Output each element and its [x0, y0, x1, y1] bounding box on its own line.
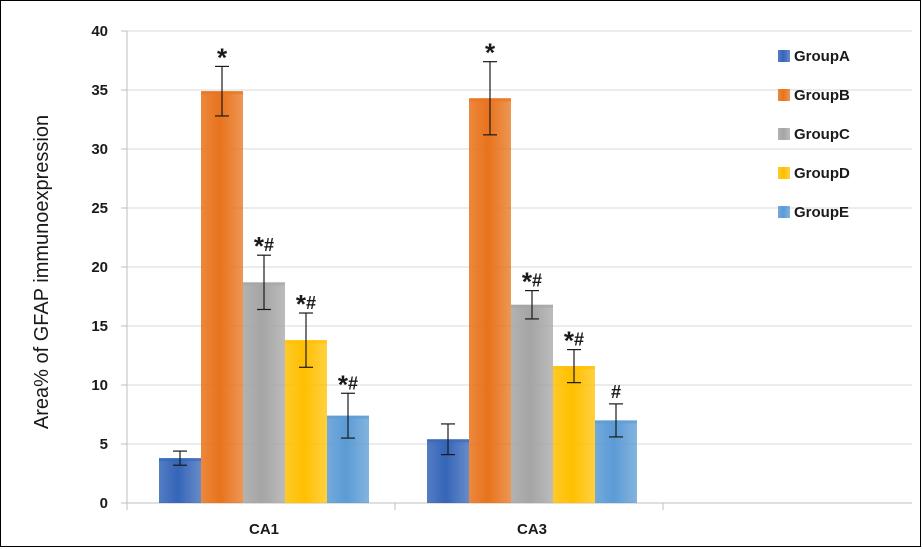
y-tick-labels: 0 5 10 15 20 25 30 35 40 — [91, 23, 108, 512]
bars — [159, 91, 637, 504]
y-tick-label: 10 — [91, 377, 108, 394]
significance-mark: * — [485, 38, 496, 68]
y-tick-label: 15 — [91, 318, 108, 335]
x-category-labels: CA1 CA3 — [249, 521, 547, 538]
legend-label-groupa: GroupA — [794, 48, 850, 65]
x-category-label: CA3 — [517, 521, 547, 538]
y-axis-label: Area% of GFAP immunoexpression — [31, 115, 53, 429]
error-bars — [173, 61, 623, 466]
y-tick-label: 0 — [100, 495, 108, 512]
bar-groupb-ca1 — [201, 91, 243, 504]
legend-swatch-groupa — [778, 50, 790, 62]
legend-swatch-groupd — [778, 167, 790, 179]
significance-mark: *# — [296, 289, 316, 319]
significance-mark: # — [611, 382, 621, 402]
significance-mark: *# — [564, 326, 584, 356]
y-tick-label: 35 — [91, 82, 108, 99]
significance-annotations: * *# *# *# * *# *# # — [217, 38, 621, 402]
y-tick-label: 40 — [91, 23, 108, 40]
legend-label-groupd: GroupD — [794, 165, 850, 182]
legend: GroupA GroupB GroupC GroupD GroupE — [778, 48, 850, 221]
significance-mark: *# — [522, 267, 542, 297]
legend-label-groupb: GroupB — [794, 87, 850, 104]
legend-swatch-groupb — [778, 89, 790, 101]
significance-mark: *# — [338, 369, 358, 399]
bar-groupc-ca1 — [243, 282, 285, 503]
y-tick-label: 25 — [91, 200, 108, 217]
significance-mark: * — [217, 42, 228, 72]
bar-groupd-ca3 — [553, 366, 595, 503]
legend-label-groupe: GroupE — [794, 204, 849, 221]
legend-label-groupc: GroupC — [794, 126, 850, 143]
legend-swatch-groupe — [778, 206, 790, 218]
x-category-label: CA1 — [249, 521, 279, 538]
significance-mark: *# — [254, 231, 274, 261]
legend-swatch-groupc — [778, 128, 790, 140]
bar-groupb-ca3 — [469, 98, 511, 503]
y-tick-label: 30 — [91, 141, 108, 158]
y-tick-label: 5 — [100, 436, 108, 453]
y-tick-label: 20 — [91, 259, 108, 276]
bar-groupc-ca3 — [511, 304, 553, 503]
